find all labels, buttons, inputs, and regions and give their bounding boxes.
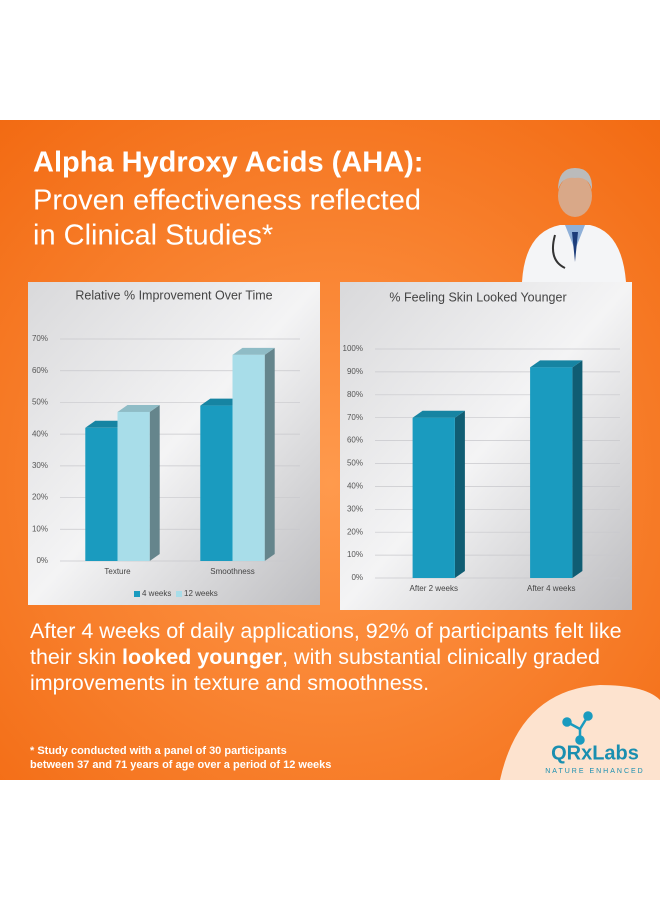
- footnote: between 37 and 71 years of age over a pe…: [30, 759, 331, 771]
- bar-top: [530, 360, 583, 368]
- y-tick-label: 20%: [32, 493, 48, 502]
- y-tick-label: 90%: [347, 367, 363, 376]
- body-emphasis: looked younger: [122, 645, 283, 669]
- chart-title: Relative % Improvement Over Time: [75, 288, 272, 302]
- y-tick-label: 20%: [347, 527, 363, 536]
- headline: Proven effectiveness reflected: [33, 185, 421, 217]
- legend-label: 12 weeks: [184, 589, 218, 598]
- chart-panel: [28, 282, 320, 605]
- y-tick-label: 40%: [347, 482, 363, 491]
- y-tick-label: 50%: [347, 459, 363, 468]
- body-text: After 4 weeks of daily applications, 92%…: [30, 619, 622, 669]
- y-tick-label: 0%: [36, 556, 48, 565]
- y-tick-label: 100%: [343, 344, 363, 353]
- legend-swatch: [134, 591, 140, 597]
- y-tick-label: 30%: [347, 504, 363, 513]
- bar-top: [85, 420, 128, 428]
- y-tick-label: 70%: [32, 334, 48, 343]
- bar-top: [232, 347, 275, 355]
- y-tick-label: 50%: [32, 398, 48, 407]
- bar-side: [572, 360, 583, 578]
- body-text: After 4 weeks of daily applications, 92%…: [30, 618, 640, 696]
- y-tick-label: 10%: [32, 524, 48, 533]
- legend-swatch: [176, 591, 182, 597]
- y-tick-label: 60%: [32, 366, 48, 375]
- bar: [200, 405, 233, 561]
- headline: in Clinical Studies*: [33, 220, 273, 252]
- y-tick-label: 60%: [347, 436, 363, 445]
- bar-side: [454, 410, 465, 578]
- x-tick-label: Texture: [104, 567, 131, 576]
- y-tick-label: 80%: [347, 390, 363, 399]
- footnote: * Study conducted with a panel of 30 par…: [30, 745, 287, 757]
- chart-title: % Feeling Skin Looked Younger: [389, 290, 566, 304]
- y-tick-label: 0%: [351, 573, 363, 582]
- logo: QRxLabs: [551, 742, 639, 764]
- y-tick-label: 10%: [347, 550, 363, 559]
- bar: [117, 411, 150, 561]
- doctor: [522, 168, 626, 282]
- bar-top: [200, 398, 243, 406]
- bar: [530, 367, 573, 578]
- headline: Alpha Hydroxy Acids (AHA):: [33, 147, 423, 179]
- bar-side: [149, 404, 160, 561]
- logo-icon: [562, 711, 593, 745]
- bar-top: [412, 410, 465, 418]
- bar-top: [117, 404, 160, 412]
- y-tick-label: 40%: [32, 429, 48, 438]
- bar: [232, 354, 265, 561]
- logo-tagline: NATURE ENHANCED: [545, 768, 645, 775]
- y-tick-label: 30%: [32, 461, 48, 470]
- bar: [85, 427, 118, 561]
- bar-side: [264, 347, 275, 561]
- bar: [412, 417, 455, 578]
- x-tick-label: After 2 weeks: [410, 584, 458, 593]
- chart-panel: [340, 282, 632, 610]
- body-text: , with substantial clinically graded imp…: [30, 645, 600, 695]
- legend-label: 4 weeks: [142, 589, 171, 598]
- x-tick-label: Smoothness: [210, 567, 254, 576]
- y-tick-label: 70%: [347, 413, 363, 422]
- x-tick-label: After 4 weeks: [527, 584, 575, 593]
